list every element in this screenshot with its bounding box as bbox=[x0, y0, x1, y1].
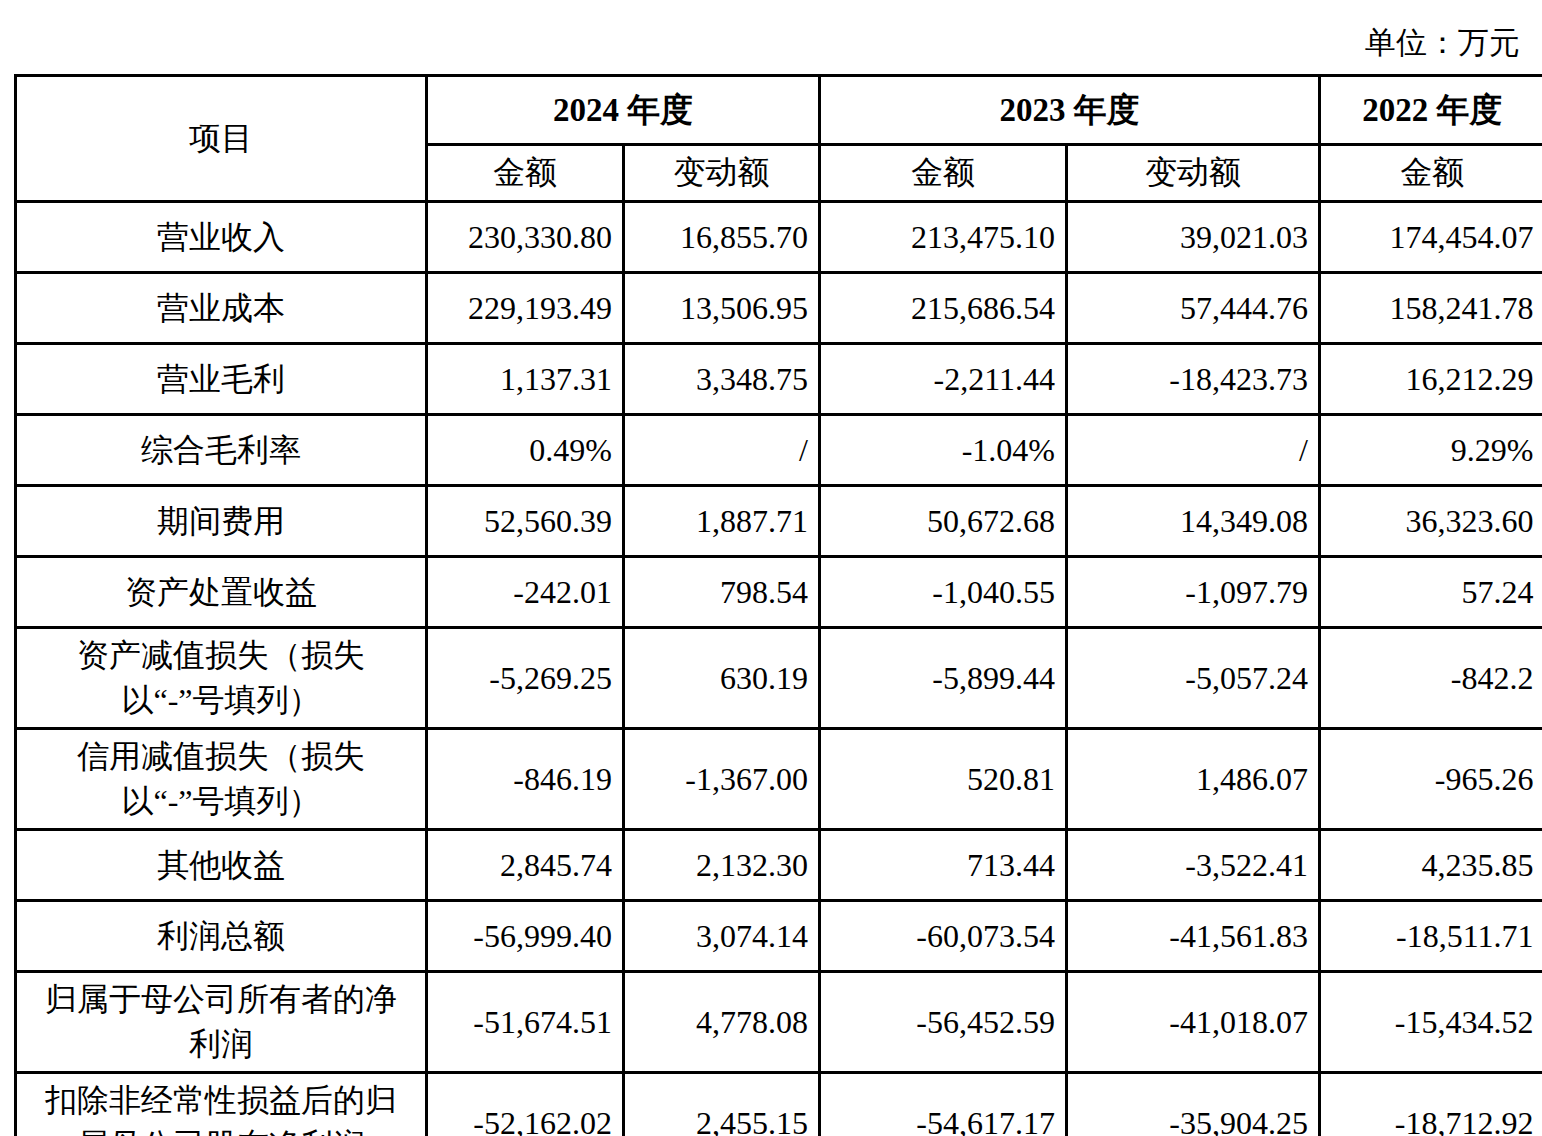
cell-2023-change: 1,486.07 bbox=[1067, 729, 1320, 830]
row-label: 营业收入 bbox=[16, 202, 427, 273]
cell-2023-amount: 213,475.10 bbox=[820, 202, 1067, 273]
cell-2023-change: 39,021.03 bbox=[1067, 202, 1320, 273]
cell-2022-amount: 9.29% bbox=[1320, 415, 1542, 486]
cell-2024-change: 2,455.15 bbox=[624, 1073, 820, 1136]
row-label: 营业毛利 bbox=[16, 344, 427, 415]
header-year-2022: 2022 年度 bbox=[1320, 76, 1542, 145]
cell-2022-amount: -15,434.52 bbox=[1320, 972, 1542, 1073]
cell-2024-amount: 1,137.31 bbox=[427, 344, 624, 415]
cell-2023-change: 14,349.08 bbox=[1067, 486, 1320, 557]
cell-2024-amount: -56,999.40 bbox=[427, 901, 624, 972]
cell-2024-change: 13,506.95 bbox=[624, 273, 820, 344]
table-row: 利润总额 -56,999.40 3,074.14 -60,073.54 -41,… bbox=[16, 901, 1542, 972]
row-label: 期间费用 bbox=[16, 486, 427, 557]
cell-2023-change: -41,561.83 bbox=[1067, 901, 1320, 972]
cell-2023-change: / bbox=[1067, 415, 1320, 486]
cell-2024-change: 798.54 bbox=[624, 557, 820, 628]
cell-2023-change: -3,522.41 bbox=[1067, 830, 1320, 901]
header-2024-amount: 金额 bbox=[427, 145, 624, 202]
header-year-2023: 2023 年度 bbox=[820, 76, 1320, 145]
table-row: 资产处置收益 -242.01 798.54 -1,040.55 -1,097.7… bbox=[16, 557, 1542, 628]
cell-2024-change: 3,348.75 bbox=[624, 344, 820, 415]
cell-2024-amount: 52,560.39 bbox=[427, 486, 624, 557]
cell-2023-amount: -56,452.59 bbox=[820, 972, 1067, 1073]
table-row: 综合毛利率 0.49% / -1.04% / 9.29% bbox=[16, 415, 1542, 486]
cell-2023-amount: -60,073.54 bbox=[820, 901, 1067, 972]
cell-2023-amount: 215,686.54 bbox=[820, 273, 1067, 344]
header-2023-amount: 金额 bbox=[820, 145, 1067, 202]
table-body: 营业收入 230,330.80 16,855.70 213,475.10 39,… bbox=[16, 202, 1542, 1136]
cell-2023-amount: -1.04% bbox=[820, 415, 1067, 486]
header-2024-change: 变动额 bbox=[624, 145, 820, 202]
financial-table: 项目 2024 年度 2023 年度 2022 年度 金额 变动额 金额 变动额… bbox=[14, 74, 1542, 1136]
table-row: 归属于母公司所有者的净利润 -51,674.51 4,778.08 -56,45… bbox=[16, 972, 1542, 1073]
row-label: 资产处置收益 bbox=[16, 557, 427, 628]
row-label: 资产减值损失（损失以“-”号填列） bbox=[16, 628, 427, 729]
cell-2024-change: 1,887.71 bbox=[624, 486, 820, 557]
cell-2023-amount: 50,672.68 bbox=[820, 486, 1067, 557]
cell-2023-amount: 520.81 bbox=[820, 729, 1067, 830]
row-label: 综合毛利率 bbox=[16, 415, 427, 486]
cell-2024-change: 630.19 bbox=[624, 628, 820, 729]
cell-2024-change: -1,367.00 bbox=[624, 729, 820, 830]
cell-2022-amount: -965.26 bbox=[1320, 729, 1542, 830]
cell-2022-amount: -18,712.92 bbox=[1320, 1073, 1542, 1136]
table-row: 营业成本 229,193.49 13,506.95 215,686.54 57,… bbox=[16, 273, 1542, 344]
table-row: 信用减值损失（损失以“-”号填列） -846.19 -1,367.00 520.… bbox=[16, 729, 1542, 830]
cell-2022-amount: -18,511.71 bbox=[1320, 901, 1542, 972]
row-label: 信用减值损失（损失以“-”号填列） bbox=[16, 729, 427, 830]
unit-label: 单位：万元 bbox=[0, 0, 1542, 74]
row-label: 归属于母公司所有者的净利润 bbox=[16, 972, 427, 1073]
cell-2024-amount: -5,269.25 bbox=[427, 628, 624, 729]
cell-2023-amount: -5,899.44 bbox=[820, 628, 1067, 729]
table-header: 项目 2024 年度 2023 年度 2022 年度 金额 变动额 金额 变动额… bbox=[16, 76, 1542, 202]
table-row: 营业毛利 1,137.31 3,348.75 -2,211.44 -18,423… bbox=[16, 344, 1542, 415]
cell-2024-change: 2,132.30 bbox=[624, 830, 820, 901]
cell-2023-change: 57,444.76 bbox=[1067, 273, 1320, 344]
table-row: 扣除非经常性损益后的归属母公司股东净利润 -52,162.02 2,455.15… bbox=[16, 1073, 1542, 1136]
cell-2022-amount: 36,323.60 bbox=[1320, 486, 1542, 557]
cell-2022-amount: 4,235.85 bbox=[1320, 830, 1542, 901]
cell-2023-amount: -1,040.55 bbox=[820, 557, 1067, 628]
header-2022-amount: 金额 bbox=[1320, 145, 1542, 202]
cell-2024-amount: -51,674.51 bbox=[427, 972, 624, 1073]
cell-2023-amount: -54,617.17 bbox=[820, 1073, 1067, 1136]
row-label: 营业成本 bbox=[16, 273, 427, 344]
cell-2022-amount: -842.2 bbox=[1320, 628, 1542, 729]
cell-2023-amount: 713.44 bbox=[820, 830, 1067, 901]
row-label: 其他收益 bbox=[16, 830, 427, 901]
cell-2023-change: -1,097.79 bbox=[1067, 557, 1320, 628]
cell-2024-amount: 230,330.80 bbox=[427, 202, 624, 273]
table-row: 营业收入 230,330.80 16,855.70 213,475.10 39,… bbox=[16, 202, 1542, 273]
row-label: 扣除非经常性损益后的归属母公司股东净利润 bbox=[16, 1073, 427, 1136]
cell-2024-change: / bbox=[624, 415, 820, 486]
cell-2022-amount: 174,454.07 bbox=[1320, 202, 1542, 273]
cell-2024-amount: -242.01 bbox=[427, 557, 624, 628]
cell-2024-change: 4,778.08 bbox=[624, 972, 820, 1073]
cell-2022-amount: 16,212.29 bbox=[1320, 344, 1542, 415]
cell-2022-amount: 57.24 bbox=[1320, 557, 1542, 628]
cell-2024-amount: 229,193.49 bbox=[427, 273, 624, 344]
header-year-2024: 2024 年度 bbox=[427, 76, 820, 145]
table-row: 其他收益 2,845.74 2,132.30 713.44 -3,522.41 … bbox=[16, 830, 1542, 901]
cell-2024-change: 16,855.70 bbox=[624, 202, 820, 273]
header-row-years: 项目 2024 年度 2023 年度 2022 年度 bbox=[16, 76, 1542, 145]
cell-2023-change: -35,904.25 bbox=[1067, 1073, 1320, 1136]
cell-2023-change: -18,423.73 bbox=[1067, 344, 1320, 415]
cell-2024-amount: 2,845.74 bbox=[427, 830, 624, 901]
cell-2024-amount: 0.49% bbox=[427, 415, 624, 486]
cell-2024-amount: -846.19 bbox=[427, 729, 624, 830]
cell-2023-change: -5,057.24 bbox=[1067, 628, 1320, 729]
financial-summary-page: 单位：万元 项目 2024 年度 2023 年度 2022 年度 金额 变动额 … bbox=[0, 0, 1542, 1136]
header-item: 项目 bbox=[16, 76, 427, 202]
table-row: 资产减值损失（损失以“-”号填列） -5,269.25 630.19 -5,89… bbox=[16, 628, 1542, 729]
row-label: 利润总额 bbox=[16, 901, 427, 972]
cell-2022-amount: 158,241.78 bbox=[1320, 273, 1542, 344]
cell-2023-amount: -2,211.44 bbox=[820, 344, 1067, 415]
table-row: 期间费用 52,560.39 1,887.71 50,672.68 14,349… bbox=[16, 486, 1542, 557]
cell-2023-change: -41,018.07 bbox=[1067, 972, 1320, 1073]
cell-2024-amount: -52,162.02 bbox=[427, 1073, 624, 1136]
cell-2024-change: 3,074.14 bbox=[624, 901, 820, 972]
header-2023-change: 变动额 bbox=[1067, 145, 1320, 202]
